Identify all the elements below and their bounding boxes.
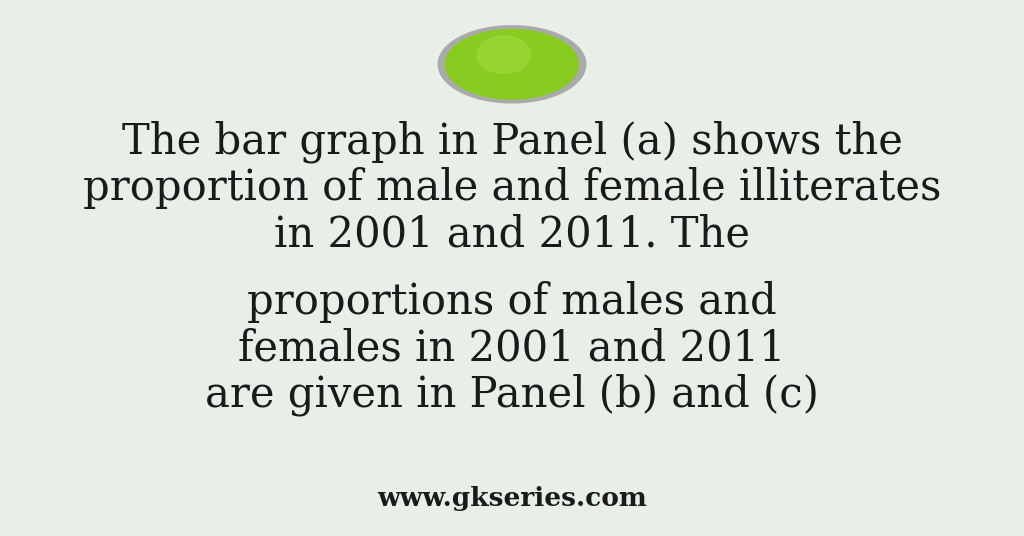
Text: in 2001 and 2011. The: in 2001 and 2011. The (274, 213, 750, 255)
Text: are given in Panel (b) and (c): are given in Panel (b) and (c) (205, 374, 819, 416)
Text: proportions of males and: proportions of males and (247, 281, 777, 323)
Text: proportion of male and female illiterates: proportion of male and female illiterate… (83, 167, 941, 209)
Text: www.gkseries.com: www.gkseries.com (377, 486, 647, 511)
Text: The bar graph in Panel (a) shows the: The bar graph in Panel (a) shows the (122, 120, 902, 162)
Text: females in 2001 and 2011: females in 2001 and 2011 (239, 327, 785, 369)
Text: GK: GK (487, 50, 537, 79)
